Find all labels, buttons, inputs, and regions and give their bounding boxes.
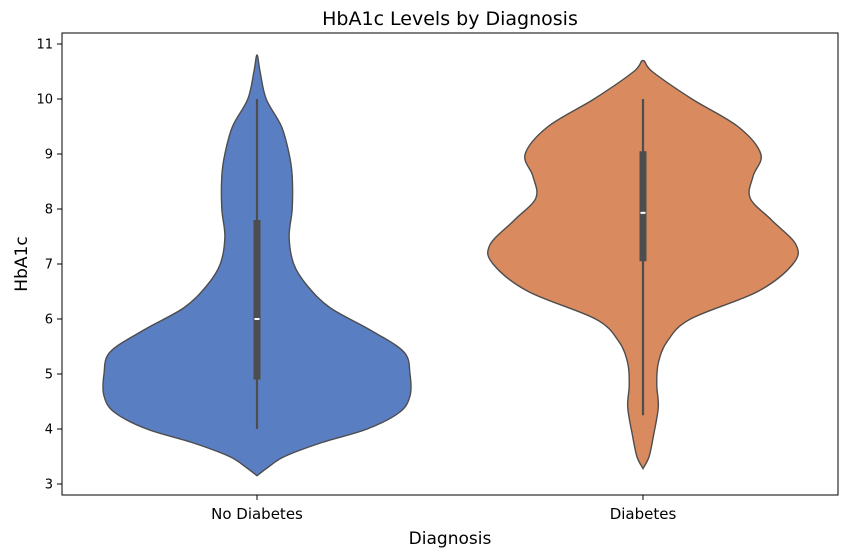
iqr-box-diabetes	[639, 151, 647, 262]
y-tick-label: 7	[45, 258, 53, 273]
x-axis: No Diabetes Diabetes	[211, 495, 676, 523]
x-tick-label: No Diabetes	[211, 505, 303, 523]
y-tick-label: 5	[45, 368, 53, 383]
violins-group	[102, 54, 799, 477]
y-tick-label: 6	[45, 313, 53, 328]
y-tick-label: 4	[45, 423, 53, 438]
x-tick-label: Diabetes	[610, 505, 677, 523]
y-axis-label: HbA1c	[12, 236, 32, 291]
y-tick-label: 9	[45, 148, 53, 163]
y-tick-label: 8	[45, 203, 53, 218]
y-tick-label: 10	[36, 93, 53, 108]
y-tick-label: 3	[45, 478, 53, 493]
chart-title: HbA1c Levels by Diagnosis	[322, 8, 578, 30]
x-axis-label: Diagnosis	[409, 529, 492, 549]
y-tick-label: 11	[36, 38, 53, 53]
y-axis: 3 4 5 6 7 8 9 10 11	[36, 38, 62, 493]
iqr-box-no-diabetes	[253, 220, 261, 380]
